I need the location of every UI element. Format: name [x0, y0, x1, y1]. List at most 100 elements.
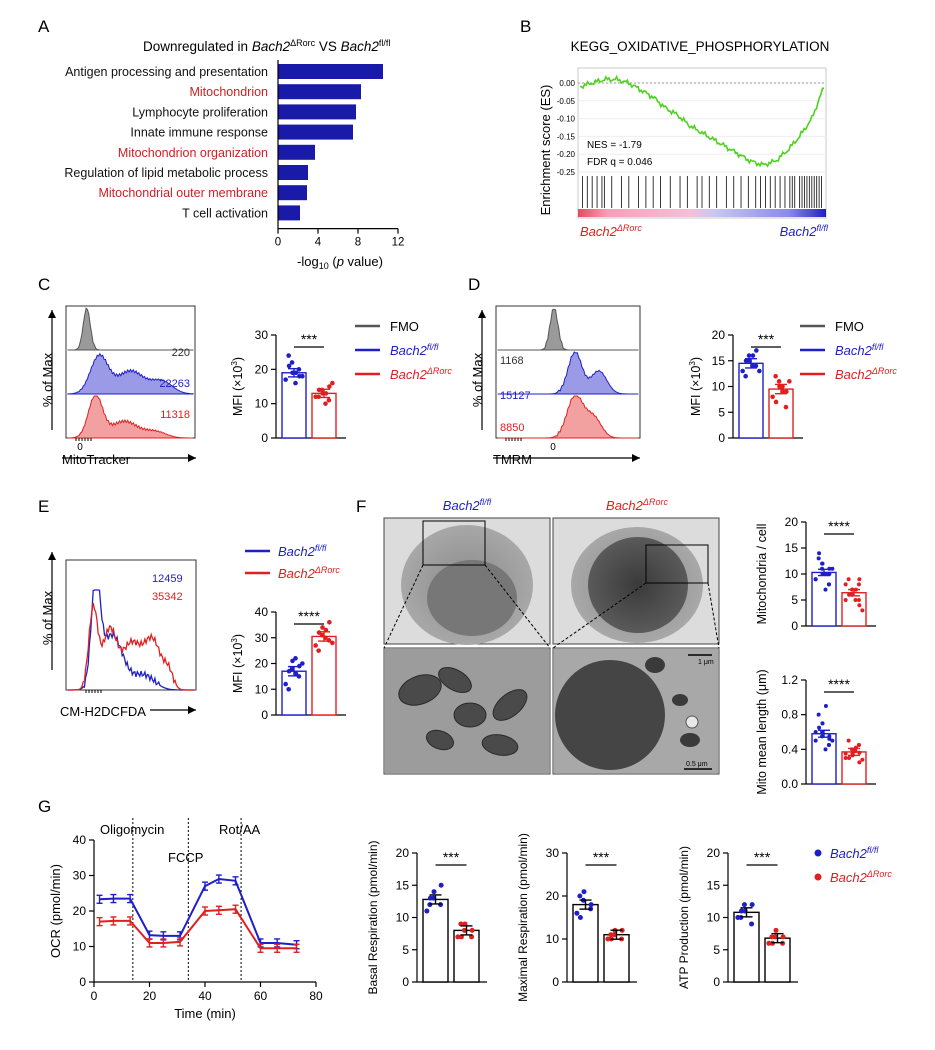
panel-e-mfi-chart: 0 10 20 30 40 **** MFI (×103) [230, 605, 346, 722]
panel-f: F Bach2fl/fl Bach2ΔRorc 1 μm 0.5 μm 0 5 10… [356, 497, 876, 795]
panel-b-right-label: Bach2fl/fl [780, 223, 829, 239]
panel-e-drorc-value: 35342 [152, 591, 183, 603]
label-part: ) [231, 357, 245, 361]
data-point [773, 927, 779, 933]
y-tick-label: 30 [255, 328, 269, 342]
panel-b-nes: NES = -1.79 [587, 140, 642, 151]
legend-drorc: Bach2ΔRorc [835, 366, 897, 382]
sig-label: *** [758, 331, 775, 347]
x-tick-label: 20 [143, 989, 157, 1003]
data-point [323, 391, 329, 396]
panel-b-ylabel: Enrichment score (ES) [538, 85, 553, 216]
data-point [780, 389, 786, 394]
y-tick-label: 0 [718, 431, 725, 445]
y-tick-label: 0 [713, 975, 720, 989]
y-tick-label: 0.8 [781, 708, 798, 722]
panel-d-drorc-value: 8850 [500, 422, 524, 434]
data-point [860, 757, 865, 762]
panel-e-legend: Bach2fl/fl Bach2ΔRorc [245, 543, 340, 581]
legend-drorc: Bach2ΔRorc [390, 366, 452, 382]
data-point [813, 730, 818, 734]
data-point [330, 640, 335, 646]
data-point [857, 603, 862, 608]
panel-d-ylabel: % of Max [470, 352, 485, 407]
data-point [757, 368, 762, 374]
y-tick-label: 30 [546, 846, 560, 860]
label-part: ) [231, 634, 245, 638]
data-point [289, 360, 295, 365]
y-tick-label: 30 [255, 631, 269, 645]
data-point [581, 889, 587, 895]
panel-b-fdr: FDR q = 0.046 [587, 157, 653, 168]
panel-f-scale2: 0.5 μm [686, 761, 708, 768]
y-tick-label: 5 [402, 943, 409, 957]
data-point [816, 712, 821, 717]
panel-d-letter: D [468, 275, 480, 294]
bar [278, 205, 300, 221]
y-tick-label: 20 [73, 904, 87, 918]
y-tick-label: 15 [707, 878, 721, 892]
data-point [605, 936, 611, 942]
panel-f-col2-title: Bach2ΔRorc [606, 497, 668, 513]
data-point [749, 902, 755, 908]
y-tick-label: 0 [402, 975, 409, 989]
data-point [283, 377, 288, 382]
mitochondrion [492, 689, 528, 721]
sig-label: *** [593, 849, 610, 865]
y-axis-label: MFI (×103) [688, 357, 703, 416]
data-point [326, 397, 332, 403]
em-nucleus [588, 537, 688, 633]
data-point [740, 368, 745, 374]
category-label: Regulation of lipid metabolic process [64, 166, 268, 180]
panel-b-letter: B [520, 17, 531, 36]
y-arrow-head [48, 310, 56, 318]
annot-rotaa: Rot/AA [219, 822, 261, 837]
zoom-line [484, 564, 551, 649]
es-curve [579, 74, 824, 168]
data-point [820, 721, 825, 726]
data-point [746, 353, 752, 358]
legend-flfl: Bach2fl/fl [390, 342, 439, 358]
annot-oligomycin: Oligomycin [100, 822, 164, 837]
panel-f-mito-count-chart: 0 5 10 15 20 **** Mitochondria / cell [755, 515, 876, 633]
rank-bar [578, 209, 826, 217]
y-tick-label: 1.2 [781, 673, 798, 687]
x-arrow-head [632, 454, 640, 462]
histogram-trace-drorc [68, 602, 194, 691]
mitochondrion [453, 702, 487, 728]
data-point [754, 348, 759, 353]
sig-label: *** [443, 849, 460, 865]
y-tick-label: 0 [261, 431, 268, 445]
bar [278, 124, 353, 140]
panel-d-flfl-value: 15127 [500, 390, 531, 402]
panel-d-tick0: 0 [550, 442, 556, 453]
data-point [813, 577, 818, 582]
mitochondrion [645, 657, 665, 673]
legend-flfl: Bach2fl/fl [278, 543, 327, 559]
data-point [843, 598, 848, 602]
data-point [787, 379, 792, 384]
y-tick-label: 0.00 [559, 79, 575, 88]
legend-flfl: Bach2fl/fl [835, 342, 884, 358]
data-point [749, 921, 755, 927]
data-point [300, 373, 305, 379]
label-sup: 3 [230, 361, 239, 366]
vacuole [685, 715, 699, 729]
data-point [772, 934, 778, 940]
y-axis-label: Mitochondria / cell [755, 524, 769, 625]
data-point [830, 738, 835, 743]
x-tick-label: 4 [315, 237, 322, 249]
respiration-chart: 0 10 20 30 *** Maximal Respiration (pmol/min) [516, 833, 637, 1002]
y-tick-label: 10 [73, 940, 87, 954]
panel-b-enrichment-plot: 0.00 -0.05 -0.10 -0.15 -0.20 -0.25 [557, 67, 827, 219]
category-label: Innate immune response [130, 126, 268, 140]
y-tick-label: 20 [546, 889, 560, 903]
data-point [773, 373, 778, 379]
sig-label: **** [828, 518, 850, 534]
data-point [300, 661, 305, 666]
legend-drorc: Bach2ΔRorc [278, 565, 340, 581]
em-nucleus [555, 660, 665, 770]
data-point [330, 380, 335, 386]
y-tick-label: 10 [396, 911, 410, 925]
bar [278, 64, 383, 79]
